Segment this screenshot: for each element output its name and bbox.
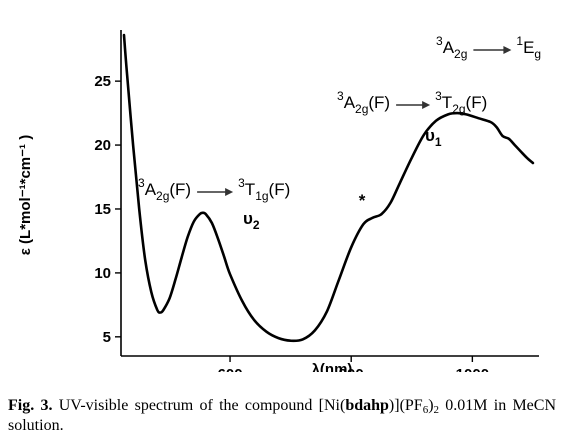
uv-vis-chart: 600 800 1000 5 10 15 20 25 λ(nm) ε (L*mol⁻¹*cm… (17, 30, 541, 372)
term-subscript: 2g (454, 47, 467, 61)
term-symbol: 1Eg (516, 34, 541, 61)
term-subscript: g (534, 47, 541, 61)
band-symbol: υ (425, 126, 435, 145)
term-letter: T (245, 180, 255, 199)
caption-sub-2: 2 (433, 404, 440, 416)
term-multiplicity: 3 (238, 176, 245, 190)
caption-ligand: bdahp (345, 397, 389, 414)
term-symbol: 3T2g(F) (435, 89, 487, 116)
term-suffix: (F) (368, 93, 390, 112)
term-letter: T (442, 93, 452, 112)
term-suffix: (F) (169, 180, 191, 199)
band-symbol: υ (243, 209, 253, 228)
term-suffix: (F) (269, 180, 291, 199)
y-axis-title: ε (L*mol⁻¹*cm⁻¹ ) (17, 135, 34, 255)
term-suffix: (F) (466, 93, 488, 112)
term-multiplicity: 1 (516, 34, 523, 48)
term-multiplicity: 3 (337, 89, 344, 103)
caption-text-1: UV-visible spectrum of the compound [Ni( (52, 397, 346, 414)
term-symbol: 3T1g(F) (238, 176, 290, 203)
term-multiplicity: 3 (436, 34, 443, 48)
y-tick-label: 10 (94, 265, 111, 282)
y-tick-label: 5 (103, 329, 111, 346)
term-subscript: 1g (255, 189, 268, 203)
band-label: υ2 (243, 209, 260, 232)
x-axis-title: λ(nm) (312, 361, 353, 372)
term-letter: A (443, 38, 455, 57)
x-tick-label: 1000 (456, 366, 489, 372)
term-subscript: 2g (452, 102, 465, 116)
figure-caption: Fig. 3. UV-visible spectrum of the compo… (8, 396, 556, 436)
term-multiplicity: 3 (138, 176, 145, 190)
term-symbol: 3A2g(F) (138, 176, 191, 203)
y-ticks: 5 10 15 20 25 (94, 73, 121, 346)
annotation-band-top: 3A2g 1Eg (436, 34, 541, 61)
y-tick-label: 20 (94, 137, 111, 154)
arrow-head-icon (503, 46, 512, 54)
caption-text-3: ) (428, 397, 434, 414)
term-symbol: 3A2g(F) (337, 89, 390, 116)
caption-text-2: )](PF (388, 397, 423, 414)
term-letter: A (145, 180, 157, 199)
y-tick-label: 15 (94, 201, 111, 218)
term-symbol: 3A2g (436, 34, 467, 61)
y-tick-label: 25 (94, 73, 111, 90)
term-subscript: 2g (156, 189, 169, 203)
term-subscript: 2g (355, 102, 368, 116)
band-label: υ1 (425, 126, 442, 149)
band-index: 2 (253, 218, 260, 232)
shoulder-marker: * (359, 191, 366, 210)
x-ticks: 600 800 1000 (218, 356, 489, 372)
band-index: 1 (435, 135, 442, 149)
term-letter: E (523, 38, 534, 57)
caption-sub: 6 (422, 404, 429, 416)
caption-label: Fig. 3. (8, 397, 53, 414)
arrow-head-icon (422, 101, 431, 109)
series-line (122, 33, 535, 343)
annotation-band-v1: 3A2g(F) 3T2g(F)υ1 (337, 89, 487, 149)
x-tick-label: 600 (218, 366, 243, 372)
x-tick-label: 800 (339, 366, 364, 372)
term-letter: A (344, 93, 356, 112)
caption-text-4: 0.01M in MeCN solution. (8, 397, 557, 434)
term-multiplicity: 3 (435, 89, 442, 103)
annotation-shoulder: * (359, 191, 366, 210)
arrow-head-icon (225, 188, 234, 196)
annotation-band-v2: 3A2g(F) 3T1g(F)υ2 (138, 176, 290, 232)
